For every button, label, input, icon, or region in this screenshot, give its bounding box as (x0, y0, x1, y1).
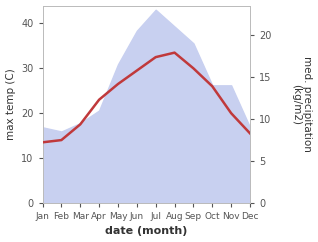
X-axis label: date (month): date (month) (105, 227, 187, 236)
Y-axis label: med. precipitation
(kg/m2): med. precipitation (kg/m2) (291, 56, 313, 152)
Y-axis label: max temp (C): max temp (C) (5, 68, 16, 140)
